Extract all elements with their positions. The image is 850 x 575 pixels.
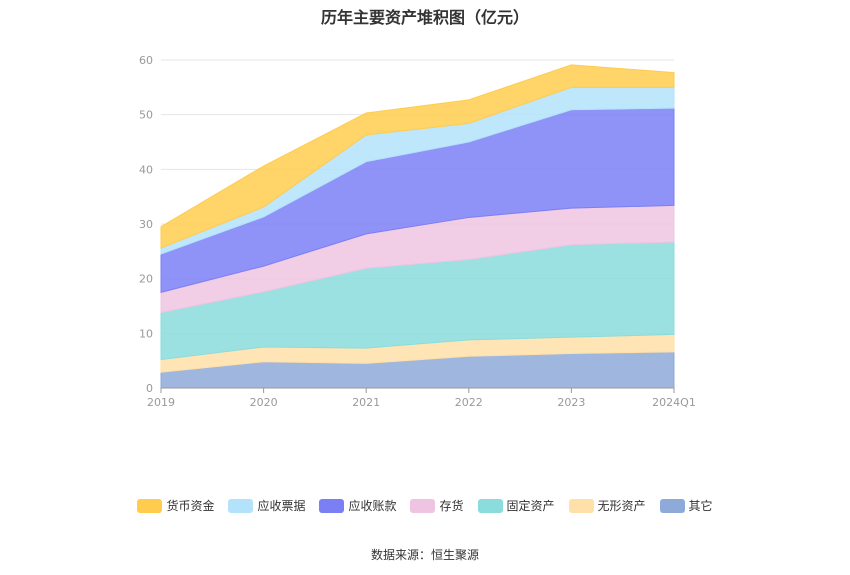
y-tick-label: 50 [139,109,153,122]
legend-swatch [568,498,594,513]
legend-label: 应收账款 [348,499,397,513]
data-source-label: 数据来源：恒生聚源 [370,548,479,562]
x-tick-label: 2020 [250,396,278,409]
legend: 货币资金 应收票据 应收账款 存货 固定资产 无形资产 其它 [0,497,850,514]
y-tick-label: 0 [146,382,153,395]
legend-label: 货币资金 [166,499,215,513]
area-series [160,64,675,389]
legend-swatch [228,498,254,513]
legend-item[interactable]: 存货 [410,497,464,514]
legend-item[interactable]: 货币资金 [137,497,214,514]
legend-item[interactable]: 固定资产 [477,497,555,514]
x-tick-label: 2024Q1 [652,396,696,409]
x-tick-label: 2023 [557,396,585,409]
x-tick-label: 2019 [147,396,175,409]
legend-label: 其它 [688,499,713,513]
y-tick-label: 60 [139,54,153,67]
legend-swatch [410,498,436,513]
chart-title: 历年主要资产堆积图（亿元） [320,8,529,27]
legend-swatch [319,498,345,513]
axes: 0 10 20 30 40 50 60 2019 2020 2021 2022 2023 2024Q1 [139,54,696,409]
legend-swatch [477,498,503,513]
legend-label: 固定资产 [506,499,555,513]
y-tick-label: 10 [139,327,153,340]
legend-item[interactable]: 应收账款 [319,497,396,514]
x-tick-label: 2022 [455,396,483,409]
legend-label: 存货 [439,499,464,513]
y-tick-label: 30 [139,218,153,231]
legend-swatch [659,498,685,513]
legend-item[interactable]: 应收票据 [228,497,305,514]
legend-item[interactable]: 其它 [659,497,713,514]
area-series-货币资金 [160,64,675,249]
legend-swatch [137,498,163,513]
x-tick-label: 2021 [352,396,380,409]
y-tick-label: 20 [139,273,153,286]
legend-label: 应收票据 [257,499,306,513]
legend-label: 无形资产 [597,499,646,513]
legend-item[interactable]: 无形资产 [568,497,646,514]
y-tick-label: 40 [139,163,153,176]
